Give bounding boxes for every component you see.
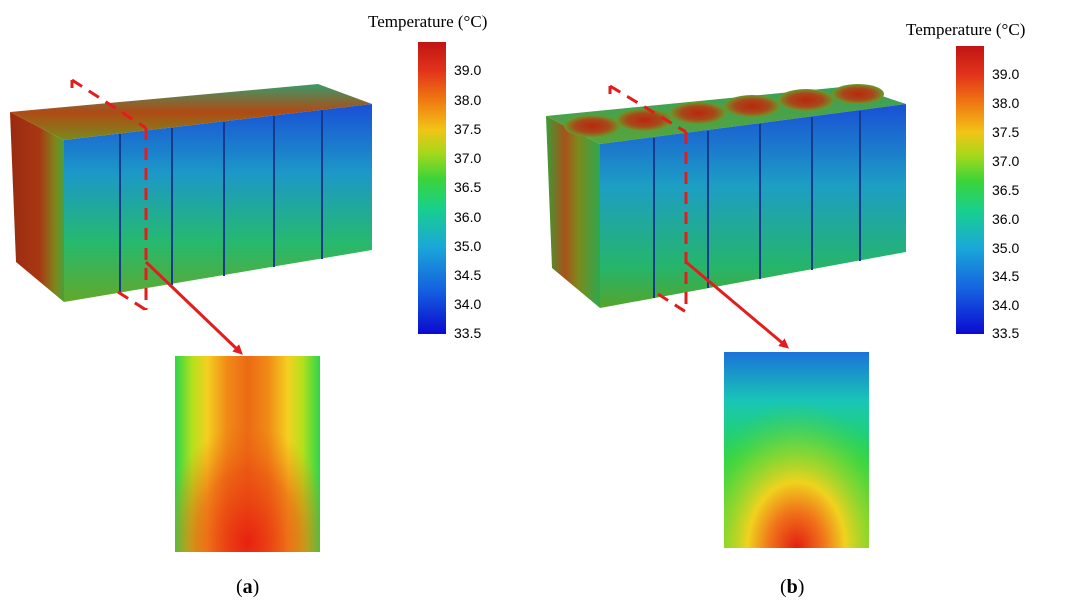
pack-b-top-hotspots	[564, 84, 884, 137]
tick-label: 37.5	[992, 124, 1020, 140]
tick-label: 36.0	[992, 211, 1020, 227]
tick-label: 38.0	[992, 95, 1020, 111]
pack-b-side-face	[546, 116, 600, 308]
tick-label: 36.0	[454, 209, 482, 225]
zoom-arrow-b	[685, 260, 790, 349]
tick-label: 35.0	[992, 240, 1020, 256]
cross-section-a	[175, 356, 320, 552]
caption-a: (a)	[236, 576, 260, 598]
tick-label: 39.0	[992, 66, 1020, 82]
pack-b-front-face	[600, 104, 906, 308]
legend-title-b: Temperature (°C)	[906, 20, 1026, 39]
tick-label: 37.5	[454, 121, 482, 137]
pack-a	[10, 78, 372, 355]
caption-b: (b)	[780, 576, 805, 598]
pack-a-top-face	[10, 84, 372, 140]
section-plane-b	[608, 84, 688, 314]
section-plane-a	[70, 78, 148, 312]
tick-label: 34.0	[992, 297, 1020, 313]
pack-b	[546, 84, 906, 349]
tick-label: 34.0	[454, 296, 482, 312]
cross-section-b	[724, 352, 869, 548]
colorbar-b	[956, 46, 984, 334]
tick-label: 37.0	[454, 150, 482, 166]
tick-label: 34.5	[992, 268, 1020, 284]
colorbar-a	[418, 42, 446, 334]
tick-label: 33.5	[992, 325, 1020, 341]
legend-title-a: Temperature (°C)	[368, 12, 488, 31]
zoom-arrow-a	[144, 260, 243, 355]
tick-label: 38.0	[454, 92, 482, 108]
tick-label: 36.5	[454, 179, 482, 195]
tick-label: 34.5	[454, 267, 482, 283]
tick-label: 35.0	[454, 238, 482, 254]
pack-a-front-face	[64, 104, 372, 302]
tick-label: 39.0	[454, 62, 482, 78]
tick-label: 37.0	[992, 153, 1020, 169]
pack-a-side-face	[10, 112, 64, 302]
tick-label: 36.5	[992, 182, 1020, 198]
tick-label: 33.5	[454, 325, 482, 341]
